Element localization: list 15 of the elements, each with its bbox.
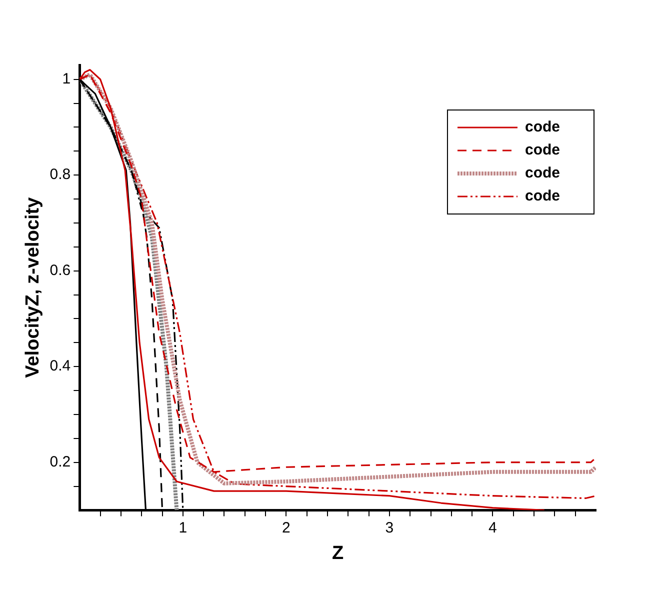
legend-label: code — [524, 142, 560, 159]
y-tick-label: 0.4 — [50, 358, 71, 375]
legend-label: code — [524, 118, 560, 136]
x-tick-label: 2 — [282, 519, 290, 536]
y-tick-label: 0.8 — [50, 166, 71, 184]
y-axis-title: VelocityZ, z-velocity — [22, 196, 44, 378]
legend-label: code — [524, 164, 560, 182]
y-tick-label: 0.6 — [50, 262, 71, 279]
x-tick-label: 3 — [385, 519, 394, 536]
x-axis-title: Z — [332, 542, 344, 564]
y-tick-label: 1 — [62, 70, 71, 88]
x-tick-label: 4 — [488, 519, 497, 536]
legend-label: code — [524, 188, 560, 205]
x-tick-label: 1 — [178, 519, 188, 536]
y-tick-label: 0.2 — [50, 453, 71, 470]
